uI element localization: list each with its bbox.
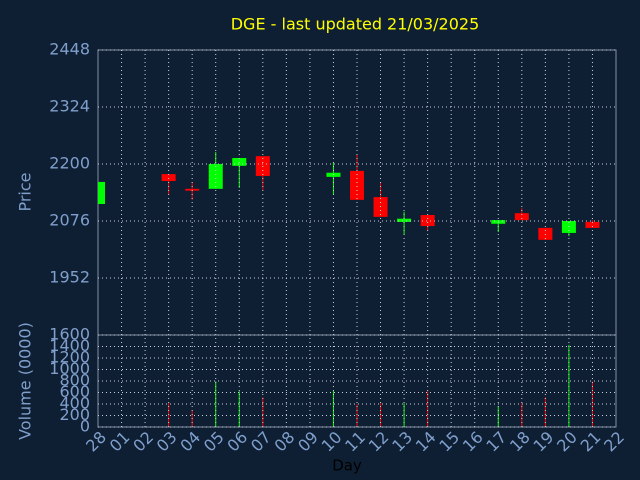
candle-body — [232, 158, 247, 166]
y-tick-label: 2076 — [49, 211, 90, 230]
marks — [98, 152, 600, 427]
y-axis-label: Price — [16, 172, 35, 211]
volume-axis-label: Volume (0000) — [16, 322, 35, 440]
volume-tick-label: 1200 — [49, 348, 90, 367]
candle-body — [538, 227, 553, 240]
candle-body — [420, 215, 435, 227]
x-tick-label: 22 — [600, 428, 628, 456]
y-tick-label: 2324 — [49, 97, 90, 116]
candle-body — [161, 174, 176, 182]
candle-body — [491, 220, 506, 224]
volume-tick-label: 600 — [59, 382, 90, 401]
candle-body — [98, 181, 105, 204]
volume-tick-label: 800 — [59, 371, 90, 390]
volume-tick-label: 1600 — [49, 325, 90, 344]
volume-tick-label: 0 — [80, 417, 90, 436]
x-axis-label: Day — [332, 457, 362, 475]
candle-body — [350, 170, 364, 200]
volume-tick-label: 400 — [59, 394, 90, 413]
volume-tick-label: 1400 — [49, 336, 90, 355]
y-tick-label: 1952 — [49, 268, 90, 287]
candle-body — [585, 221, 600, 228]
candle-body — [185, 188, 200, 191]
candle-body — [208, 164, 223, 189]
candle-body — [397, 218, 412, 222]
y-tick-label: 2200 — [49, 154, 90, 173]
y-tick-label: 2448 — [49, 40, 90, 59]
volume-tick-label: 1000 — [49, 359, 90, 378]
candle-body — [514, 213, 529, 221]
chart-title: DGE - last updated 21/03/2025 — [231, 15, 480, 34]
volume-tick-label: 200 — [59, 405, 90, 424]
